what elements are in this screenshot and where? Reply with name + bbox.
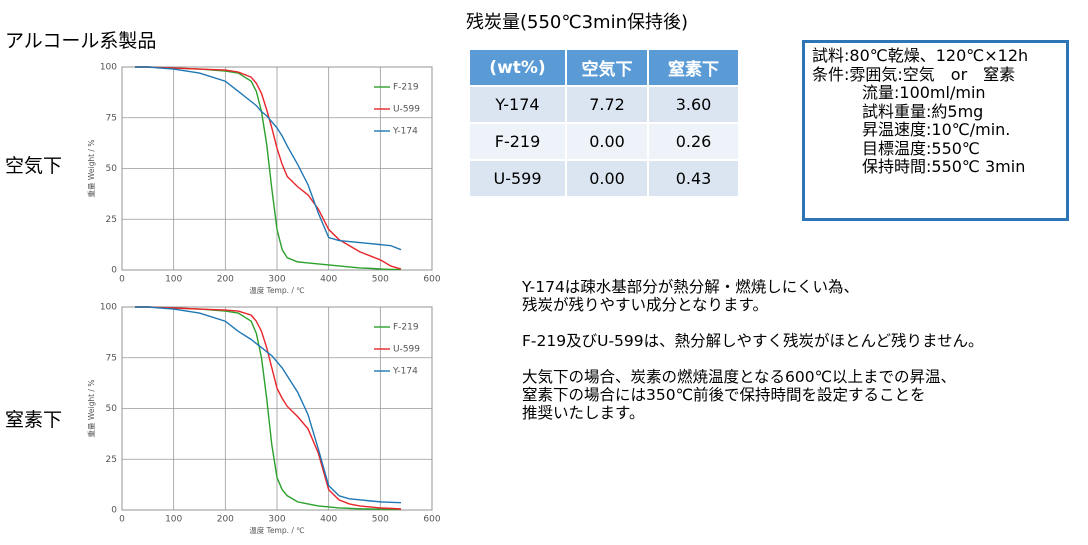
x-tick-label: 500: [372, 515, 389, 525]
condition-line: 流量:100ml/min: [862, 83, 986, 102]
note-line: 窒素下の場合には350℃前後で保持時間を設定することを: [522, 386, 926, 404]
y-tick-label: 0: [111, 266, 117, 276]
y-tick-label: 0: [111, 506, 117, 516]
cell: 3.60: [649, 85, 740, 122]
series-line: [134, 306, 402, 504]
cell: U-599: [470, 159, 567, 196]
cell: 0.43: [649, 159, 740, 196]
cell: 0.26: [649, 122, 740, 159]
x-tick-label: 100: [165, 275, 182, 285]
x-axis-label: 温度 Temp. / ℃: [249, 525, 304, 535]
x-tick-label: 600: [423, 275, 440, 285]
cell: Y-174: [470, 85, 567, 122]
legend-label: U-599: [393, 105, 420, 115]
legend-label: F-219: [393, 323, 419, 333]
condition-line: 昇温速度:10℃/min.: [862, 120, 1011, 139]
notes: Y-174は疎水基部分が熱分解・燃焼しにくい為、 残炭が残りやすい成分となります。…: [522, 278, 984, 440]
cell: 0.00: [567, 122, 649, 159]
legend-label: F-219: [393, 83, 419, 93]
note-line: 残炭が残りやすい成分となります。: [522, 296, 768, 314]
x-tick-label: 0: [119, 515, 125, 525]
header-cell: (wt%): [470, 50, 567, 85]
cell: 7.72: [567, 85, 649, 122]
condition-line: 保持時間:550℃ 3min: [862, 157, 1026, 176]
y-tick-label: 25: [106, 215, 117, 225]
page-title: アルコール系製品: [5, 30, 157, 52]
y-tick-label: 100: [100, 63, 117, 73]
x-tick-label: 300: [268, 515, 285, 525]
condition-line: 試料:80℃乾燥、120℃×12h: [812, 46, 1029, 65]
table-header: (wt%) 空気下 窒素下: [470, 50, 740, 85]
table-title: 残炭量(550℃3min保持後): [466, 12, 689, 33]
condition-line: 条件:雰囲気:空気 or 窒素: [812, 64, 1016, 84]
table-row: U-599 0.00 0.43: [470, 159, 740, 196]
y-axis-label: 重量 Weight / %: [87, 380, 96, 438]
x-tick-label: 100: [165, 515, 182, 525]
header-cell: 空気下: [567, 50, 649, 85]
x-tick-label: 200: [217, 515, 234, 525]
series-line: [134, 66, 402, 270]
x-tick-label: 300: [268, 275, 285, 285]
series-line: [134, 66, 401, 271]
panel-label: 窒素下: [5, 409, 63, 431]
condition-line: 試料重量:約5mg: [862, 101, 984, 121]
note-line: F-219及びU-599は、熱分解しやすく残炭がほとんど残りません。: [522, 332, 984, 350]
y-tick-label: 75: [106, 113, 117, 123]
x-tick-label: 400: [320, 275, 337, 285]
note-paragraph: F-219及びU-599は、熱分解しやすく残炭がほとんど残りません。: [522, 332, 984, 350]
note-paragraph: 大気下の場合、炭素の燃焼温度となる600℃以上までの昇温、 窒素下の場合には350…: [522, 368, 984, 422]
conditions-box: 試料:80℃乾燥、120℃×12h 条件:雰囲気:空気 or 窒素 流量:100ml…: [802, 40, 1069, 221]
x-tick-label: 600: [423, 515, 440, 525]
x-tick-label: 200: [217, 275, 234, 285]
y-tick-label: 50: [106, 164, 118, 174]
residue-table: (wt%) 空気下 窒素下 Y-174 7.72 3.60 F-219 0.00 0.2…: [470, 50, 740, 196]
x-tick-label: 0: [119, 275, 125, 285]
y-tick-label: 25: [106, 455, 117, 465]
header-cell: 窒素下: [649, 50, 740, 85]
y-tick-label: 50: [106, 404, 118, 414]
condition-line: 目標温度:550℃: [862, 138, 980, 158]
y-tick-label: 75: [106, 353, 117, 363]
note-line: 推奨いたします。: [522, 404, 645, 422]
note-line: Y-174は疎水基部分が熱分解・燃焼しにくい為、: [522, 278, 859, 296]
legend-label: Y-174: [392, 367, 418, 377]
legend-label: U-599: [393, 345, 420, 355]
x-tick-label: 500: [372, 275, 389, 285]
legend-label: Y-174: [392, 127, 418, 137]
x-axis-label: 温度 Temp. / ℃: [249, 285, 304, 295]
note-line: 大気下の場合、炭素の燃焼温度となる600℃以上までの昇温、: [522, 368, 957, 386]
table-row: Y-174 7.72 3.60: [470, 85, 740, 122]
y-tick-label: 100: [100, 303, 117, 313]
cell: 0.00: [567, 159, 649, 196]
x-tick-label: 400: [320, 515, 337, 525]
series-line: [134, 66, 402, 251]
cell: F-219: [470, 122, 567, 159]
series-line: [134, 306, 402, 510]
table-row: F-219 0.00 0.26: [470, 122, 740, 159]
series-line: [134, 306, 401, 511]
note-paragraph: Y-174は疎水基部分が熱分解・燃焼しにくい為、 残炭が残りやすい成分となります。: [522, 278, 984, 314]
panel-label: 空気下: [5, 155, 63, 177]
y-axis-label: 重量 Weight / %: [87, 140, 96, 198]
